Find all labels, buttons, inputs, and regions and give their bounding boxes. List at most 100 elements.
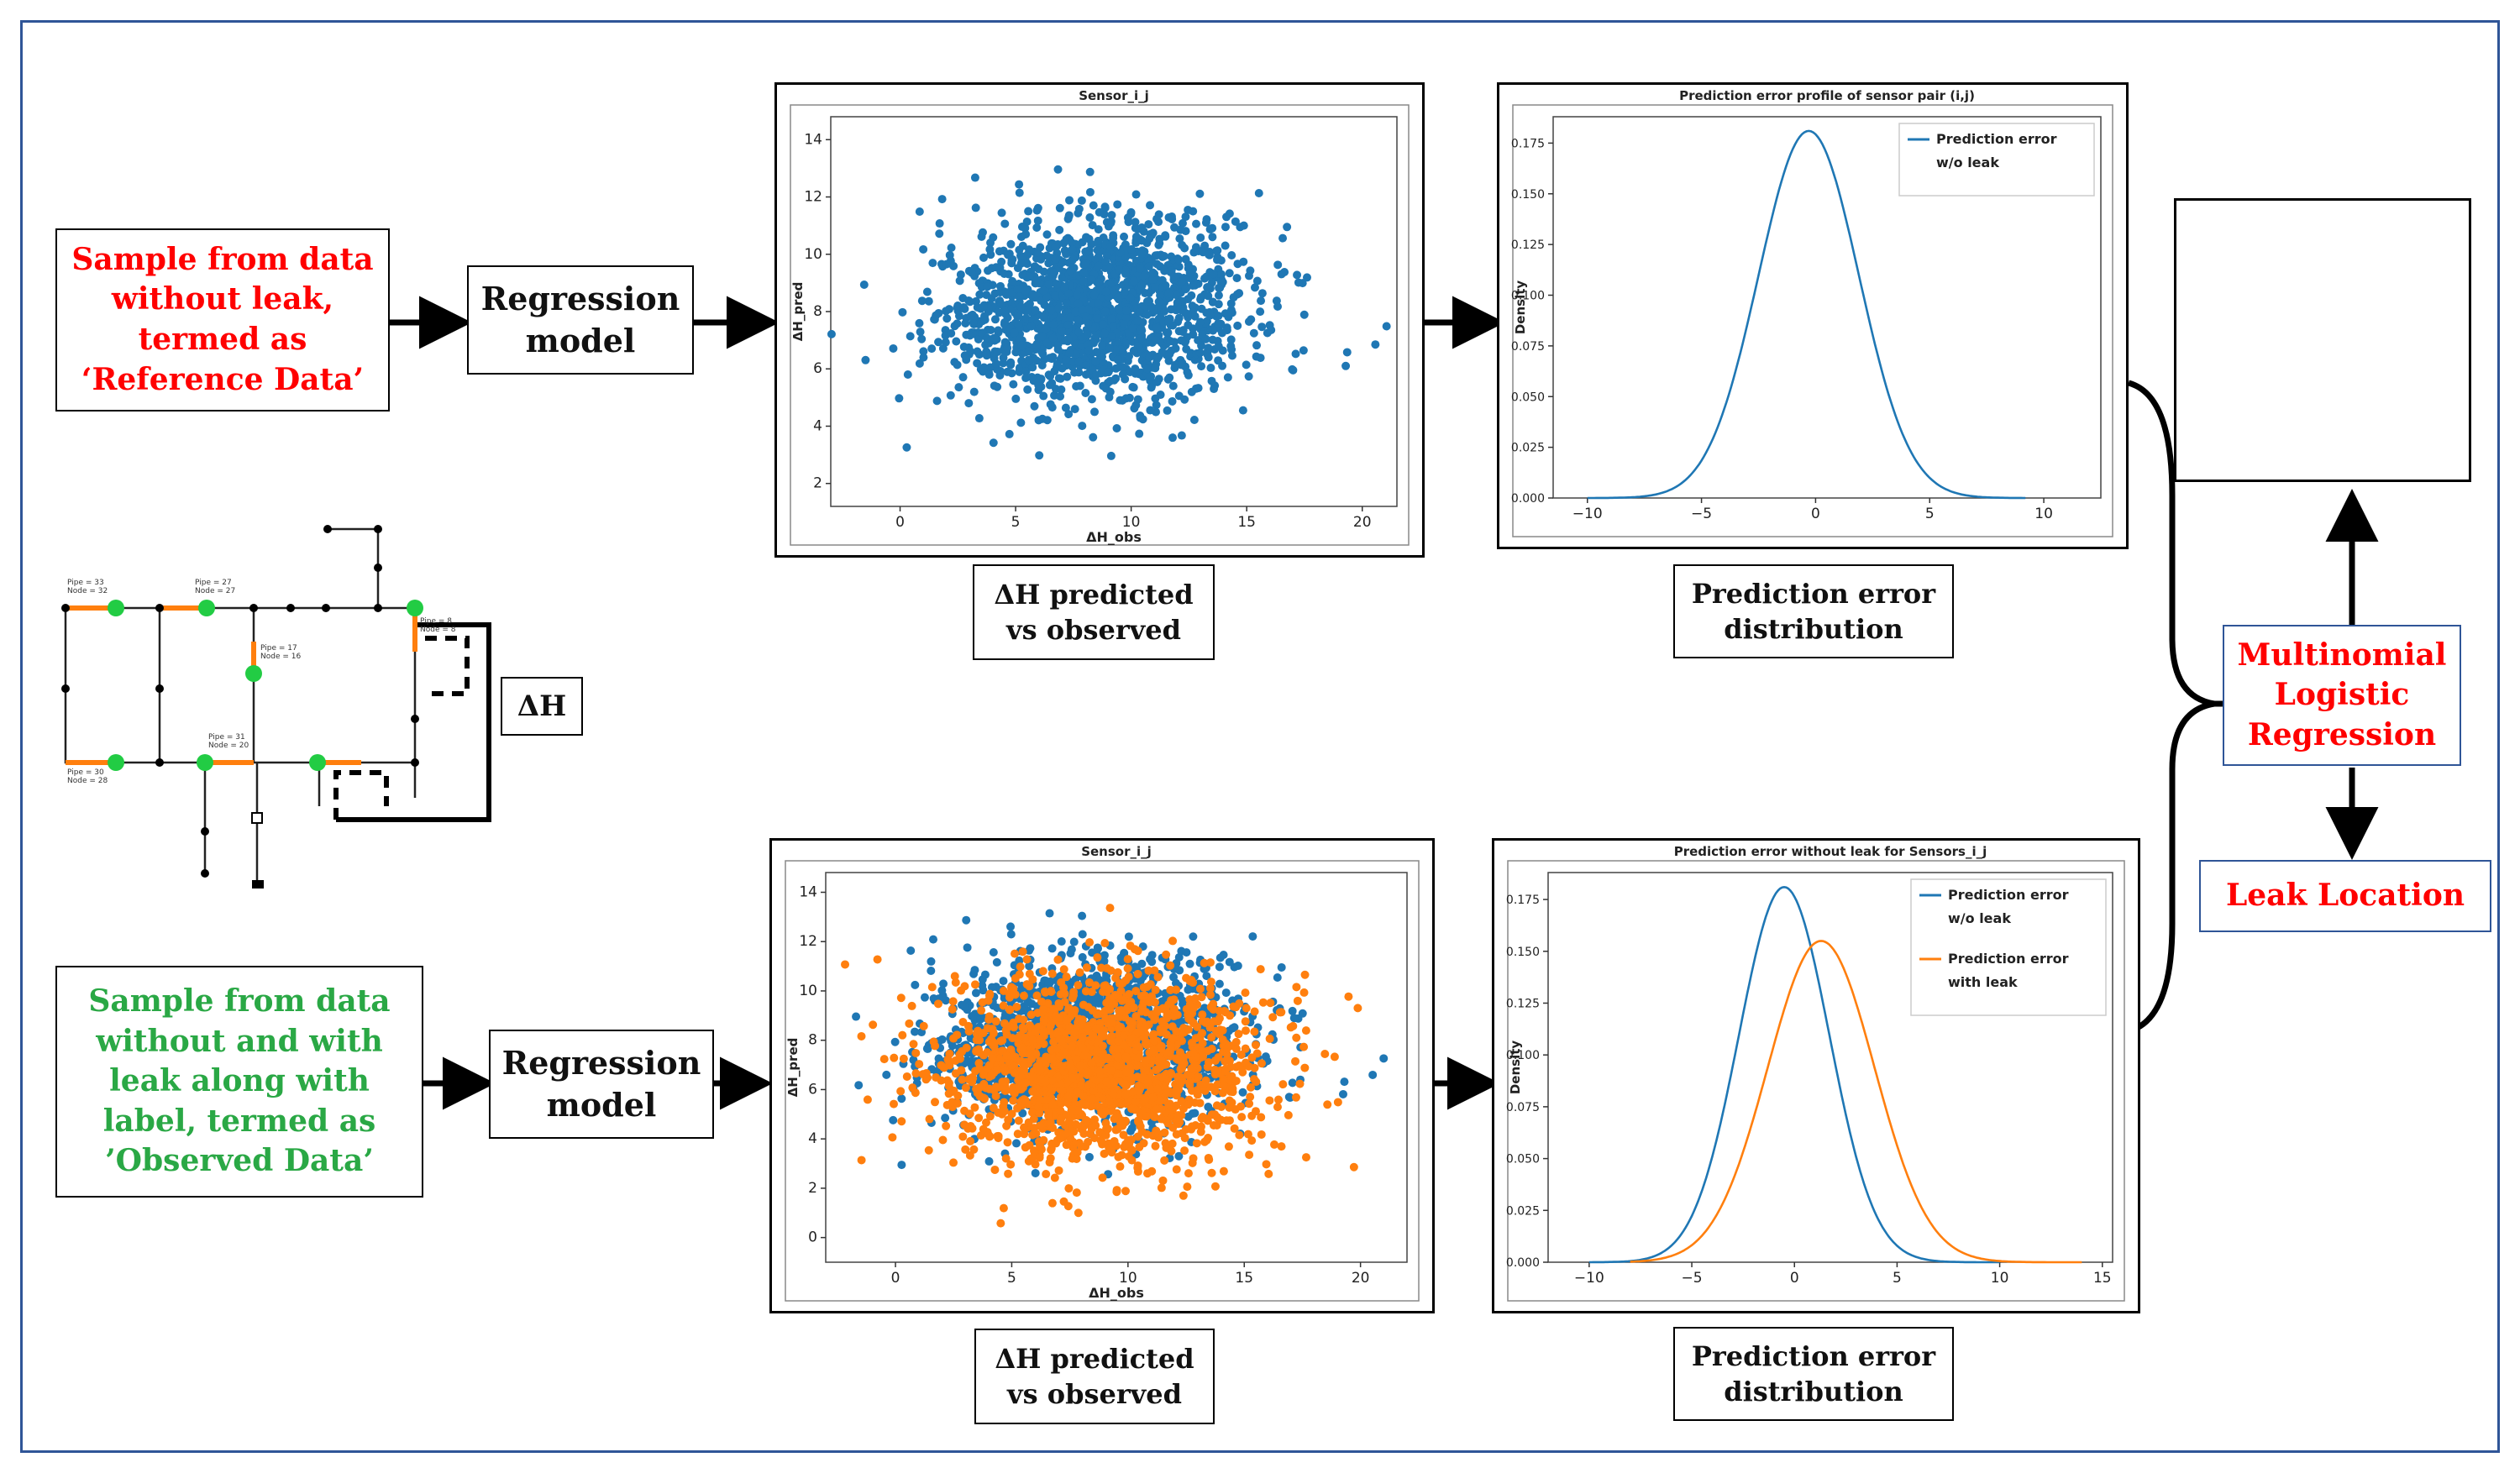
scatter-point	[915, 318, 924, 328]
scatter-point	[930, 315, 939, 324]
scatter-point	[1344, 992, 1353, 1001]
scatter-point	[1091, 370, 1100, 380]
scatter-point	[1006, 360, 1016, 370]
scatter-point	[1113, 355, 1122, 364]
scatter-point	[1228, 1084, 1237, 1093]
density-chart-top: Prediction error profile of sensor pair …	[1511, 88, 2113, 537]
scatter-point	[1146, 201, 1155, 210]
scatter-point	[1152, 214, 1162, 223]
scatter-point	[1208, 297, 1217, 307]
scatter-point	[911, 1027, 920, 1036]
scatter-point	[1166, 985, 1175, 994]
scatter-point	[1187, 291, 1196, 300]
scatter-point	[1112, 423, 1121, 432]
scatter-point	[1079, 276, 1088, 286]
chart-inner-frame	[785, 860, 1420, 1302]
scatter-point	[990, 381, 999, 391]
chart-inner-frame	[790, 104, 1410, 546]
scatter-point	[919, 347, 928, 356]
scatter-point	[1147, 1166, 1157, 1176]
scatter-point	[999, 1203, 1008, 1213]
scatter-point	[1152, 354, 1162, 364]
scatter-point	[1203, 1062, 1212, 1072]
scatter-point	[1221, 223, 1230, 232]
scatter-point	[1074, 208, 1083, 218]
scatter-point	[958, 1018, 968, 1027]
scatter-point	[1204, 353, 1213, 362]
scatter-point	[1071, 307, 1080, 317]
scatter-point	[1028, 1130, 1037, 1140]
scatter-point	[911, 980, 920, 989]
scatter-point	[971, 980, 980, 989]
scatter-point	[1273, 260, 1283, 270]
scatter-point	[1174, 255, 1184, 265]
y-axis-label: Density	[1513, 280, 1528, 335]
scatter-point	[1257, 296, 1266, 306]
scatter-point	[1048, 333, 1058, 343]
scatter-point	[1256, 354, 1265, 363]
scatter-point	[1031, 1160, 1040, 1169]
scatter-point	[1283, 223, 1292, 232]
scatter-point	[984, 370, 994, 380]
scatter-point	[857, 1031, 866, 1041]
scatter-point	[1163, 375, 1173, 384]
scatter-point	[1220, 1006, 1229, 1015]
scatter-point	[1003, 367, 1012, 376]
scatter-point	[1208, 223, 1217, 233]
x-tick-label: 5	[1925, 506, 1935, 522]
scatter-point	[1021, 286, 1030, 296]
scatter-point	[1246, 1093, 1255, 1102]
scatter-point	[1148, 1093, 1158, 1102]
scatter-point	[1056, 989, 1065, 999]
scatter-point	[1158, 1017, 1167, 1026]
y-tick-label: 14	[804, 131, 822, 148]
scatter-point	[1097, 963, 1106, 972]
scatter-point	[935, 219, 944, 228]
scatter-point	[1214, 291, 1223, 300]
scatter-point	[960, 1002, 969, 1011]
scatter-point	[1016, 259, 1026, 268]
scatter-point	[915, 359, 924, 368]
scatter-point	[1257, 1113, 1266, 1122]
scatter-point	[1288, 364, 1297, 374]
scatter-point	[1100, 329, 1110, 338]
scatter-point	[890, 1053, 899, 1062]
scatter-point	[1070, 405, 1079, 414]
scatter-point	[1160, 266, 1169, 275]
scatter-point	[1045, 380, 1054, 390]
scatter-point	[966, 347, 975, 356]
scatter-point	[1136, 264, 1145, 273]
scatter-point	[1025, 272, 1034, 281]
scatter-point	[1035, 1121, 1044, 1130]
scatter-point	[1180, 395, 1189, 404]
scatter-point	[1232, 274, 1242, 283]
scatter-point	[1058, 327, 1067, 336]
scatter-point	[1292, 1033, 1301, 1042]
scatter-point	[1196, 317, 1205, 327]
scatter-point	[984, 266, 993, 275]
scatter-point	[1018, 1109, 1027, 1118]
scatter-point	[902, 1072, 911, 1081]
scatter-point	[1081, 360, 1090, 370]
scatter-point	[1163, 328, 1173, 338]
scatter-point	[1048, 1099, 1058, 1109]
scatter-point	[1231, 1077, 1241, 1086]
scatter-point	[1207, 376, 1216, 385]
scatter-point	[1008, 276, 1017, 286]
scatter-point	[1162, 950, 1171, 959]
scatter-point	[986, 325, 995, 334]
scatter-point	[1193, 1086, 1202, 1095]
scatter-point	[1242, 1026, 1251, 1035]
scatter-point	[1066, 312, 1075, 322]
scatter-point	[1206, 978, 1215, 987]
scatter-point	[1299, 310, 1309, 319]
scatter-point	[1009, 380, 1018, 389]
scatter-point	[1177, 1063, 1186, 1072]
scatter-point	[1084, 246, 1094, 255]
scatter-point	[1039, 391, 1048, 401]
scatter-point	[1206, 364, 1215, 373]
chart-title: Sensor_i_j	[1079, 88, 1149, 103]
scatter-point	[1123, 213, 1132, 223]
scatter-point	[1217, 328, 1226, 338]
scatter-point	[1215, 979, 1224, 988]
